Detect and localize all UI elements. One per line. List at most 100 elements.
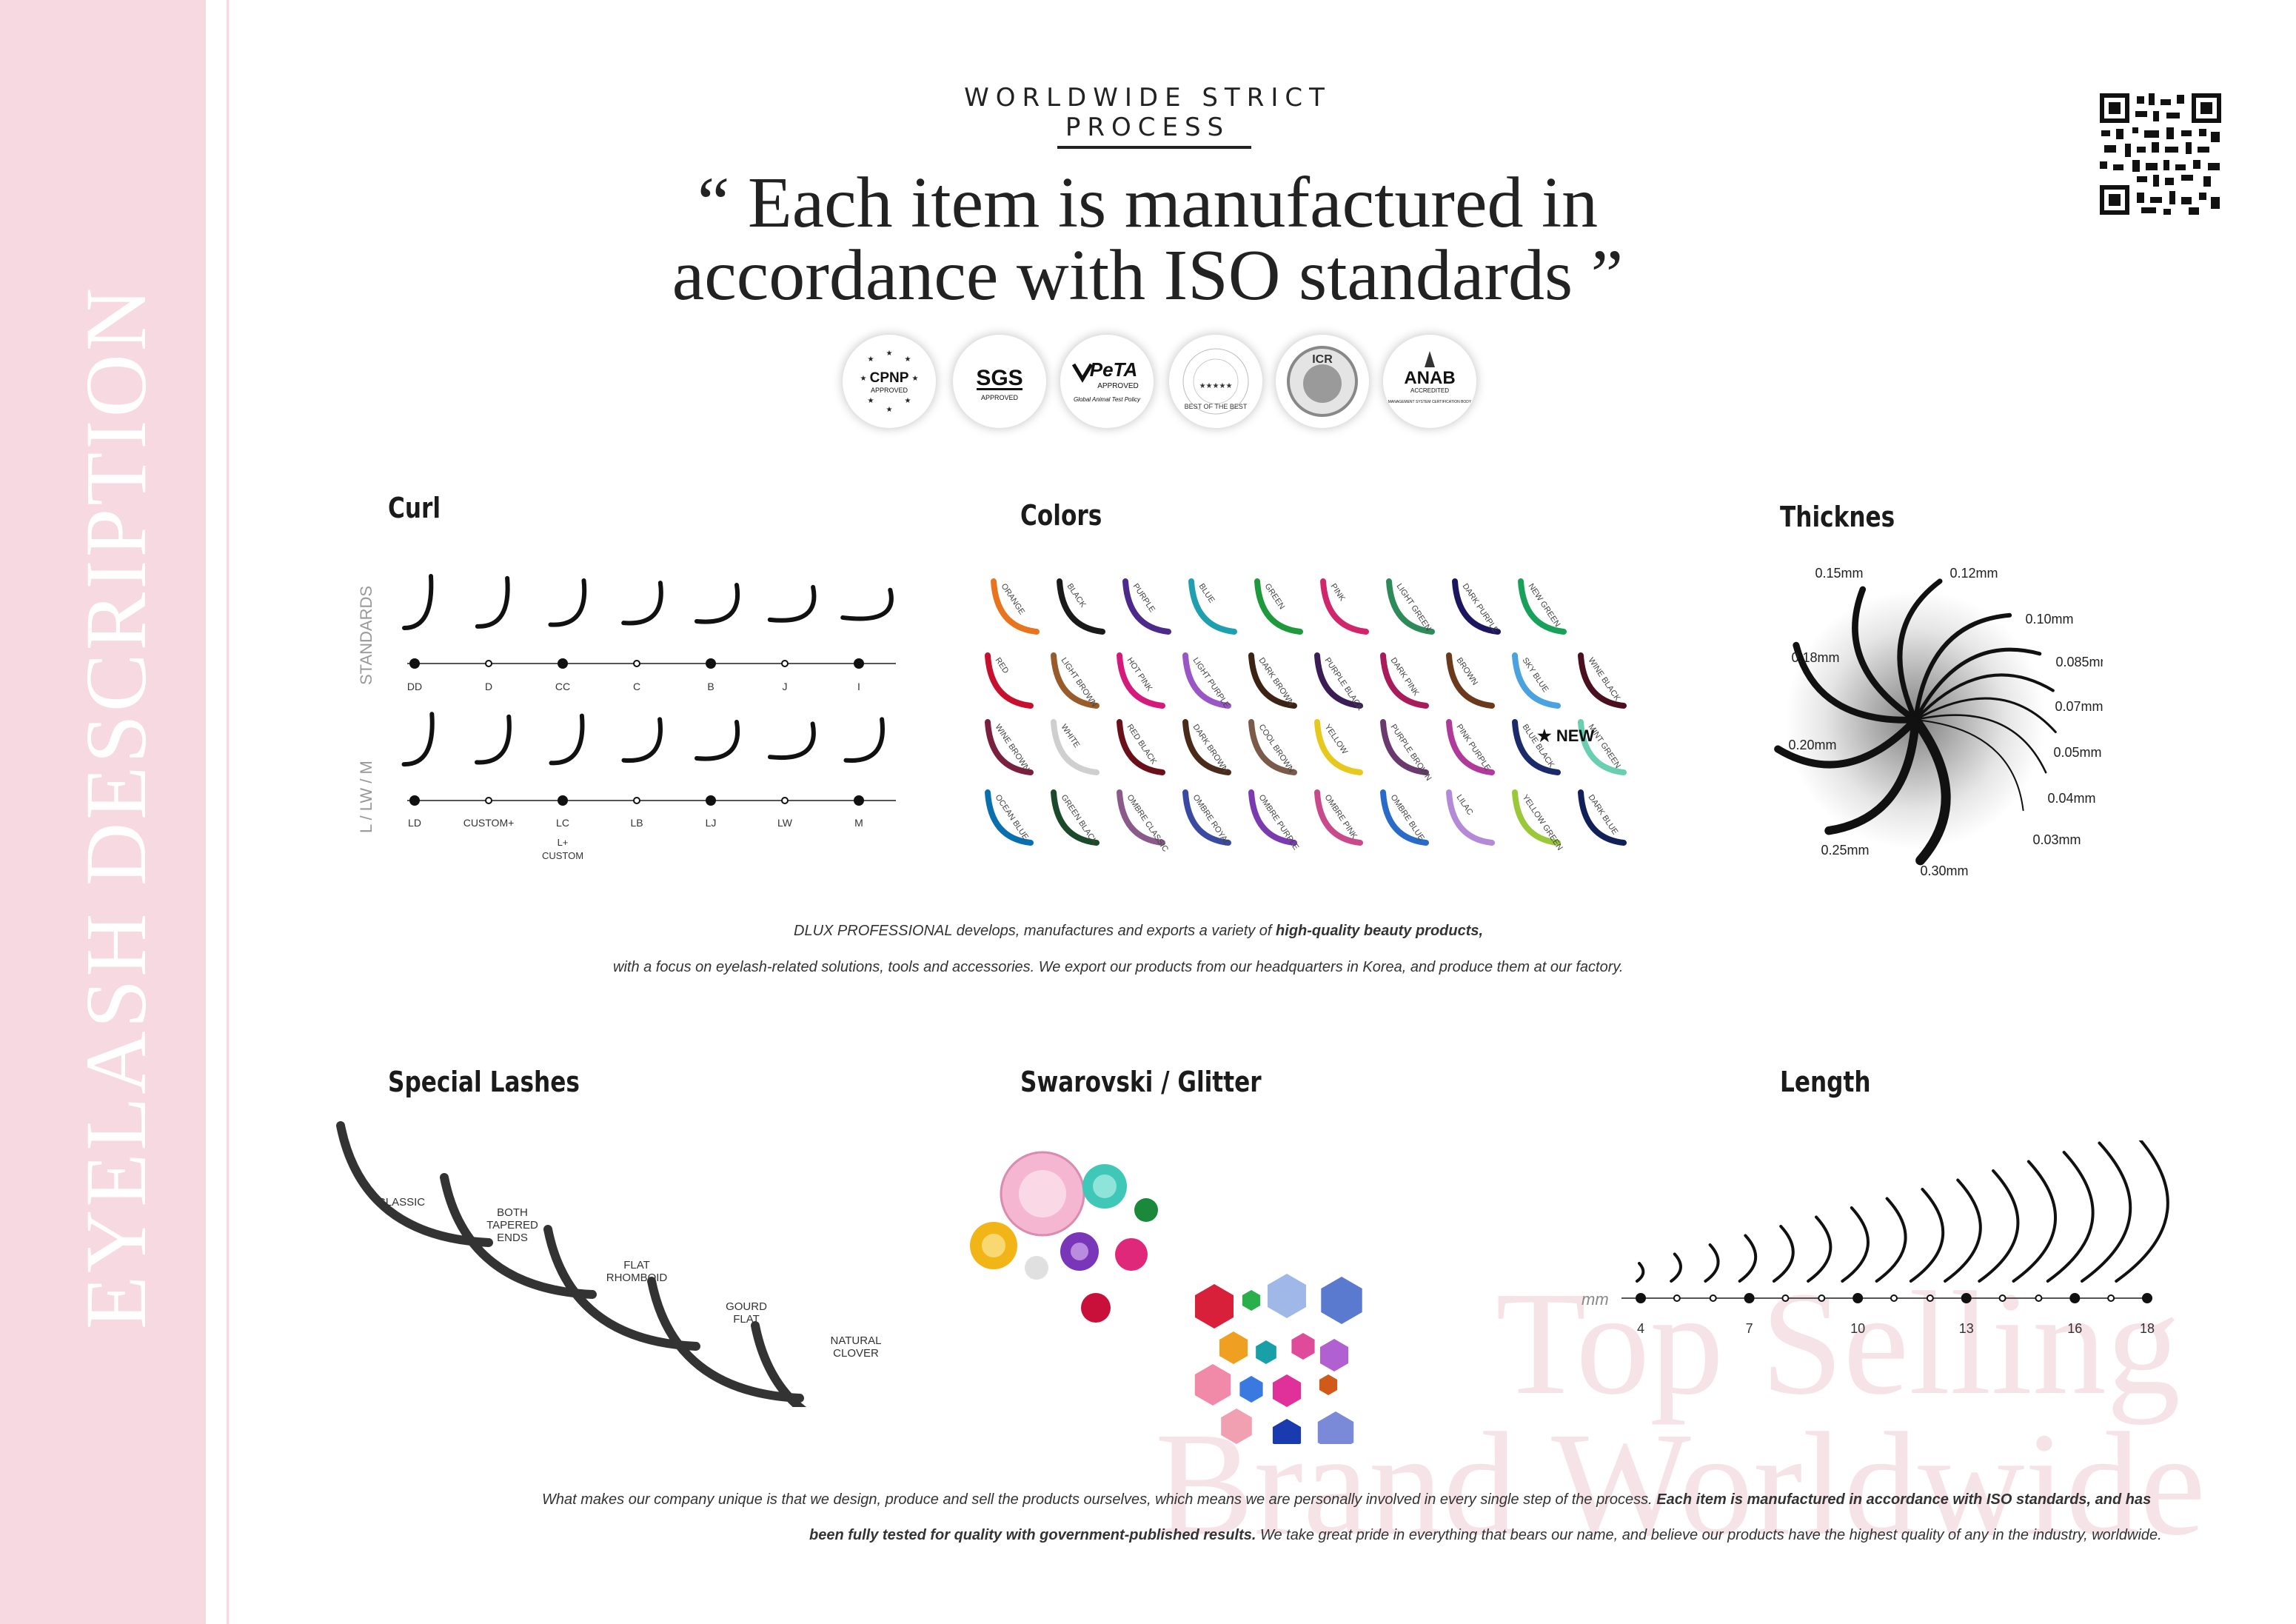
curl-label-6: I [857, 681, 860, 692]
sgs-sub: APPROVED [981, 394, 1019, 401]
curl-dot-2-1 [485, 797, 492, 804]
color-swatch-2-0 [985, 719, 1034, 775]
color-swatch-1-7 [1446, 652, 1495, 709]
special-lash-label-2-1: RHOMBOID [606, 1272, 668, 1284]
curl-dot-2-4 [706, 795, 716, 806]
special-lash-label-4-1: CLOVER [833, 1347, 879, 1360]
glitter-hex-8 [1194, 1364, 1231, 1406]
thickness-label-3: 0.085mm [2055, 655, 2103, 669]
length-dot-15 [2035, 1294, 2043, 1302]
curl-label-1: D [485, 681, 492, 692]
glitter-hex-0 [1195, 1284, 1234, 1329]
thickness-label-5: 0.05mm [2053, 745, 2101, 760]
color-swatch-2-7 [1446, 719, 1495, 775]
thickness-label-2: 0.10mm [2025, 612, 2073, 626]
color-swatch-3-1 [1051, 789, 1100, 846]
length-dot-17 [2107, 1294, 2115, 1302]
thickness-label-6: 0.04mm [2047, 791, 2095, 806]
peta-badge: PeTA APPROVED Global Animal Test Policy [1060, 335, 1154, 428]
cpnp-badge: ★ ★ ★ ★ ★ ★ ★ ★ CPNP APPROVED [843, 335, 936, 428]
length-dot-7 [1744, 1293, 1755, 1303]
length-lash-16 [2046, 1151, 2095, 1283]
thickness-lash-6 [1914, 714, 2047, 774]
heading-rule [1057, 146, 1251, 149]
special-lash-label-3-0: GOURD [726, 1300, 767, 1313]
color-swatch-1-4 [1248, 652, 1297, 709]
icr-name: ICR [1312, 353, 1333, 366]
side-divider-line [227, 0, 229, 1624]
anab-seal-icon: ANAB ACCREDITED MANAGEMENT SYSTEM CERTIF… [1388, 351, 1472, 404]
curl-label-5: J [783, 681, 788, 692]
color-swatch-1-8 [1512, 652, 1561, 709]
length-dot-16 [2069, 1293, 2081, 1303]
color-swatch-0-0 [991, 578, 1040, 635]
glitter-hexagons [1194, 1274, 1362, 1444]
thickness-lash-0 [1852, 586, 1919, 724]
cpnp-seal-icon: ★ ★ ★ ★ ★ ★ ★ ★ CPNP APPROVED [860, 350, 919, 414]
anab-name: ANAB [1404, 368, 1455, 388]
color-label-3-8: YELLOW GREEN [1521, 793, 1564, 852]
thickness-lash-9 [1824, 715, 1920, 835]
curl-shape-2-6 [843, 717, 885, 763]
special-lash-label-1-2: ENDS [497, 1232, 528, 1244]
curl-label-l-2: LC [556, 817, 569, 829]
curl-dot-2-5 [781, 797, 789, 804]
thickness-lash-11 [1793, 641, 1919, 724]
length-lash-4 [1635, 1262, 1645, 1283]
color-swatch-1-3 [1182, 652, 1231, 709]
crystal-gems [970, 1151, 1158, 1323]
thickness-label-1: 0.12mm [1949, 566, 1998, 581]
section-title-curl: Curl [388, 492, 441, 524]
curl-row2-label: L / LW / M [357, 761, 375, 833]
length-lash-5 [1670, 1252, 1682, 1283]
section-title-colors: Colors [1020, 499, 1102, 532]
thickness-lash-5 [1914, 697, 2057, 734]
color-swatch-0-7 [1452, 578, 1501, 635]
curl-lc-extra1: L+ [558, 837, 569, 848]
intro-line-2: with a focus on eyelash-related solution… [613, 959, 1624, 975]
length-lash-11 [1875, 1197, 1907, 1283]
color-swatch-1-5 [1314, 652, 1363, 709]
glitter-hex-5 [1256, 1340, 1276, 1364]
side-band [0, 0, 206, 1624]
glitter-hex-1 [1242, 1290, 1261, 1311]
best-of-best-seal-icon: BEST OF THE BEST ★★★★★ [1182, 348, 1249, 415]
glitter-hex-7 [1319, 1339, 1349, 1371]
length-lash-18 [2115, 1140, 2169, 1283]
color-swatch-1-2 [1117, 652, 1165, 709]
peta-sub: APPROVED [1097, 382, 1139, 390]
curl-shape-2-1 [475, 714, 512, 765]
watermark-line1: Top Selling [1496, 1262, 2180, 1426]
length-dot-9 [1818, 1294, 1826, 1302]
glitter-hex-12 [1221, 1409, 1252, 1444]
curl-shape-1-0 [402, 574, 434, 630]
length-dot-10 [1852, 1293, 1864, 1303]
glitter-hex-9 [1239, 1376, 1263, 1403]
glitter-hex-2 [1268, 1274, 1306, 1318]
curl-shape-1-3 [621, 581, 663, 626]
length-dot-4 [1636, 1293, 1646, 1303]
footer-line1-text: What makes our company unique is that we… [542, 1491, 1657, 1508]
qr-code[interactable] [2100, 93, 2221, 215]
thickness-label-7: 0.03mm [2032, 832, 2081, 847]
curl-dot-1-6 [854, 658, 864, 669]
color-swatch-2-4 [1248, 719, 1297, 775]
length-tick-label-3: 13 [1959, 1321, 1974, 1336]
section-title-swarovski: Swarovski / Glitter [1020, 1066, 1262, 1098]
svg-text:★: ★ [905, 355, 911, 364]
footer-line1-bold: Each item is manufactured in accordance … [1656, 1491, 2152, 1508]
color-label-3-7: LILAC [1455, 793, 1475, 817]
length-dot-18 [2142, 1293, 2152, 1303]
color-swatch-0-3 [1188, 578, 1237, 635]
special-lash-label-1-0: BOTH [497, 1206, 528, 1219]
section-title-special-lashes: Special Lashes [388, 1066, 580, 1098]
anab-sub: ACCREDITED [1410, 387, 1449, 394]
color-swatch-0-6 [1386, 578, 1435, 635]
headline-quote: “ Each item is manufactured in accordanc… [563, 167, 1733, 312]
eyebrow-heading: WORLDWIDE STRICT PROCESS [964, 83, 1331, 142]
thickness-lash-8 [1910, 715, 1951, 866]
svg-text:★: ★ [886, 350, 893, 358]
curl-shape-1-1 [475, 575, 510, 629]
curl-shape-1-6 [840, 587, 894, 621]
best-of-best-badge: BEST OF THE BEST ★★★★★ [1169, 335, 1262, 428]
